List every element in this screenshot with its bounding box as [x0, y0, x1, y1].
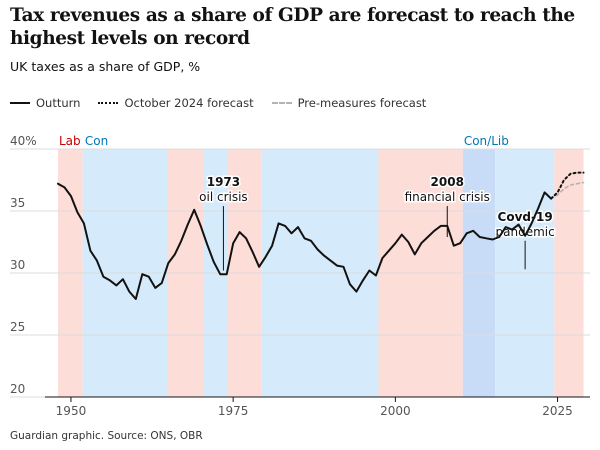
y-axis-labels: 40% 35 30 25 20 [10, 134, 37, 396]
annotation-label: 1973 [207, 175, 240, 189]
y-tick-label: 35 [10, 196, 25, 210]
x-tick-label: 1975 [218, 404, 249, 418]
x-tick-label: 1950 [56, 404, 87, 418]
annotation-label: oil crisis [199, 190, 248, 204]
party-label-lab: Lab [59, 134, 81, 148]
legend-swatch-dotted [98, 102, 119, 104]
line-chart: 40% 35 30 25 20 1950 1975 2000 2025 Lab Con Con/L… [10, 134, 590, 418]
legend-label-outturn: Outturn [36, 96, 81, 110]
legend-swatch-solid [10, 102, 30, 104]
party-labels: Lab Con Con/Lib [59, 134, 509, 148]
x-tick-label: 2000 [380, 404, 411, 418]
legend-label-pre-measures: Pre-measures forecast [297, 96, 427, 110]
series-line-pre-measures-forecast [550, 181, 585, 200]
legend-swatch-grey [271, 102, 292, 104]
y-tick-label: 25 [10, 320, 25, 334]
series-line-outturn [57, 182, 553, 300]
party-label-con: Con [85, 134, 108, 148]
legend: Outturn October 2024 forecast Pre-measur… [10, 96, 426, 110]
legend-label-october-forecast: October 2024 forecast [124, 96, 254, 110]
chart-subtitle: UK taxes as a share of GDP, % [10, 59, 201, 74]
legend-item-pre-measures: Pre-measures forecast [271, 96, 427, 110]
series-line-october-2024-forecast [550, 171, 585, 200]
y-tick-label: 30 [10, 258, 25, 272]
annotation-label: 2008 [431, 175, 464, 189]
party-label-conlib: Con/Lib [464, 134, 509, 148]
legend-item-october-forecast: October 2024 forecast [98, 96, 254, 110]
chart-title: Tax revenues as a share of GDP are forec… [10, 5, 575, 49]
annotation-label: Covd-19 [498, 210, 553, 224]
series-lines [57, 171, 585, 300]
legend-item-outturn: Outturn [10, 96, 80, 110]
annotation-label: financial crisis [405, 190, 490, 204]
x-tick-label: 2025 [542, 404, 573, 418]
x-axis: 1950 1975 2000 2025 [45, 396, 590, 418]
y-tick-label: 20 [10, 382, 25, 396]
y-tick-label: 40% [10, 134, 37, 148]
source-note: Guardian graphic. Source: ONS, OBR [10, 430, 203, 442]
